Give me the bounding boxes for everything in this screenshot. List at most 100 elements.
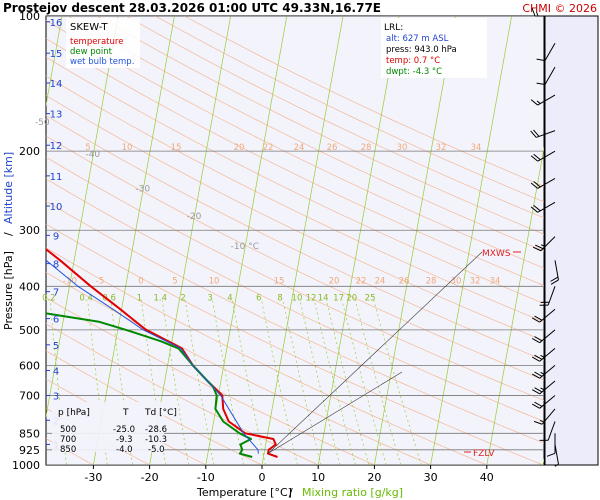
x-tick-label: -10 xyxy=(197,471,215,484)
adiabat-label: 10 xyxy=(122,143,133,153)
mixing-ratio-label: 20 xyxy=(346,293,357,303)
pressure-tick-label: 925 xyxy=(19,444,40,457)
dry-adiabat xyxy=(46,75,544,323)
mixing-ratio-label: 0.4 xyxy=(79,293,93,303)
wind-barb xyxy=(530,201,556,213)
fzlv-marker-label: FZLV xyxy=(473,449,495,459)
altitude-tick-label: 9 xyxy=(53,231,59,242)
table-row-850-p: 850 xyxy=(60,445,76,455)
wind-barb xyxy=(530,150,556,162)
series-line-temperature xyxy=(46,247,278,458)
wind-barb xyxy=(531,380,556,395)
pressure-tick-label: 600 xyxy=(19,359,40,372)
lrl-guide-line xyxy=(267,371,403,454)
mixing-ratio-line xyxy=(299,300,341,465)
lrl-guide-line xyxy=(267,251,483,454)
dry-adiabat xyxy=(46,271,432,465)
wind-barb xyxy=(539,286,556,306)
adiabat-label: 5 xyxy=(172,276,177,286)
altitude-tick-label: 14 xyxy=(50,79,63,90)
lrl-info-box: LRL: alt: 627 m ASL press: 943.0 hPa tem… xyxy=(381,18,487,78)
legend-dew-point: dew point xyxy=(70,47,113,57)
dry-adiabat xyxy=(46,223,544,465)
wind-barb xyxy=(532,236,556,252)
x-tick-label: -20 xyxy=(141,471,159,484)
mixing-ratio-label: 12 xyxy=(306,293,317,303)
adiabat-label: 15 xyxy=(171,143,182,153)
table-row-500-t: -25.0 xyxy=(113,425,135,435)
mixing-ratio-label: 17 xyxy=(333,293,344,303)
isotherm-label: -20 xyxy=(187,212,202,222)
dry-adiabat xyxy=(46,56,544,304)
legend-title: SKEW-T xyxy=(70,22,108,33)
x-tick-label: 0 xyxy=(259,471,266,484)
mixing-ratio-label: 4 xyxy=(227,293,232,303)
isotherm-line xyxy=(149,16,232,465)
lrl-dwpt: dwpt: -4.3 °C xyxy=(386,67,442,77)
adiabat-label: 34 xyxy=(490,276,501,286)
isotherm-label: -30 xyxy=(135,185,150,195)
table-header-t: T xyxy=(122,408,129,418)
altitude-tick-label: 12 xyxy=(50,141,63,152)
dry-adiabat xyxy=(46,247,488,465)
mixing-ratio-label: 0.6 xyxy=(102,293,116,303)
dry-adiabat xyxy=(155,16,544,203)
mixing-ratio-label: 8 xyxy=(277,293,282,303)
adiabat-label: 0 xyxy=(138,276,143,286)
wind-barb-panel xyxy=(544,15,599,466)
table-row-500-p: 500 xyxy=(60,425,76,435)
mixing-ratio-label: 2 xyxy=(180,293,185,303)
table-row-850-t: -4.0 xyxy=(116,445,133,455)
mixing-ratio-line xyxy=(161,300,190,465)
altitude-tick-label: 10 xyxy=(50,202,63,213)
wind-barb xyxy=(531,308,556,323)
mixing-ratio-line xyxy=(141,300,167,465)
mixing-ratio-line xyxy=(282,300,322,465)
wind-barb xyxy=(546,433,556,457)
table-row-850-td: -5.0 xyxy=(148,445,165,455)
isotherm-line xyxy=(430,16,513,465)
adiabat-label: 20 xyxy=(234,143,245,153)
lrl-press: press: 943.0 hPa xyxy=(386,45,457,55)
pressure-tick-label: 700 xyxy=(19,389,40,402)
isotherm-line xyxy=(261,16,344,465)
dry-adiabat xyxy=(46,156,544,401)
mixing-ratio-label: 10 xyxy=(292,293,303,303)
pressure-tick-label: 200 xyxy=(19,145,40,158)
table-row-700-td: -10.3 xyxy=(145,435,167,445)
adiabat-label: -5 xyxy=(96,276,104,286)
wind-barb xyxy=(536,43,556,62)
dry-adiabat xyxy=(46,323,320,465)
pressure-tick-label: 1000 xyxy=(12,459,40,472)
isotherm-label: -10 °C xyxy=(231,242,259,252)
chart-title: Prostejov descent 28.03.2026 01:00 UTC 4… xyxy=(3,1,381,15)
dry-adiabat xyxy=(46,95,544,342)
adiabat-label: 34 xyxy=(471,143,482,153)
mixing-ratio-line xyxy=(184,300,215,465)
adiabat-label: 24 xyxy=(294,143,305,153)
lrl-temp: temp: 0.7 °C xyxy=(386,56,440,66)
y-axis-label-altitude: Altitude [km] xyxy=(2,152,15,224)
pressure-tick-label: 300 xyxy=(19,224,40,237)
dry-adiabat xyxy=(46,19,544,269)
mixing-ratio-line xyxy=(373,300,422,465)
wind-barb xyxy=(531,329,556,344)
altitude-tick-label: 7 xyxy=(53,288,59,299)
wind-barb xyxy=(530,177,556,189)
legend-wet-bulb: wet bulb temp. xyxy=(70,57,134,67)
altitude-tick-label: 11 xyxy=(50,172,63,183)
wind-barb xyxy=(554,444,559,467)
wind-barb xyxy=(533,408,556,425)
pressure-tick-label: 850 xyxy=(19,427,40,440)
mixing-ratio-line xyxy=(354,300,402,465)
adiabat-label: -10 xyxy=(63,276,77,286)
mixing-ratio-label: 14 xyxy=(318,293,329,303)
adiabat-label: 30 xyxy=(397,143,408,153)
adiabat-label: 5 xyxy=(85,143,90,153)
x-tick-label: -30 xyxy=(84,471,102,484)
wind-barb xyxy=(539,421,556,441)
mixing-ratio-line xyxy=(341,300,387,465)
altitude-tick-label: 4 xyxy=(53,367,59,378)
mixing-ratio-line xyxy=(326,300,370,465)
wind-barb xyxy=(530,94,556,106)
